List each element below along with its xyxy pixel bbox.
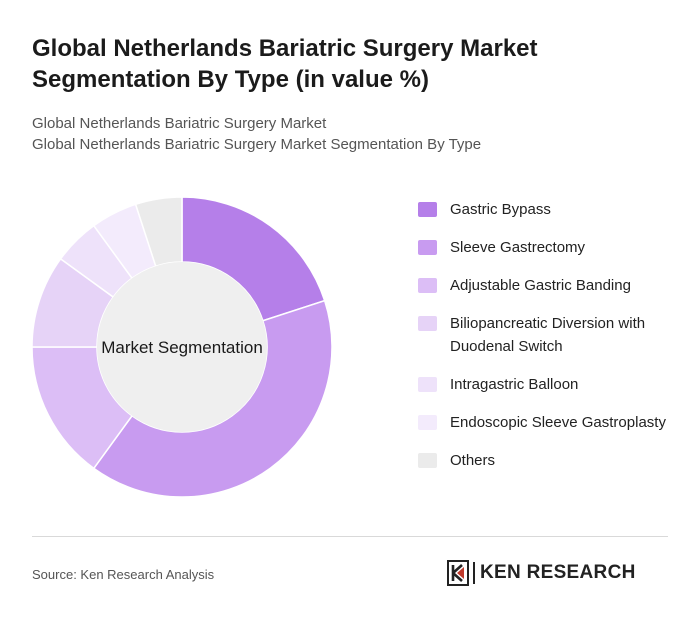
legend: Gastric Bypass Sleeve Gastrectomy Adjustab… <box>418 198 688 472</box>
legend-label: Adjustable Gastric Banding <box>450 277 631 294</box>
subtitle-line-2: Global Netherlands Bariatric Surgery Mar… <box>32 136 482 153</box>
legend-label: Intragastric Balloon <box>450 376 579 393</box>
legend-swatch <box>418 278 437 293</box>
center-label: Market Segmentation <box>101 338 263 357</box>
chart-subtitle: Global Netherlands Bariatric Surgery Mar… <box>32 113 652 155</box>
legend-swatch <box>418 202 437 217</box>
legend-swatch <box>418 316 437 331</box>
legend-label: Endoscopic Sleeve Gastroplasty <box>450 414 666 431</box>
source-note: Source: Ken Research Analysis <box>32 567 215 582</box>
donut-hole <box>97 262 267 432</box>
legend-label: Gastric Bypass <box>450 201 551 218</box>
legend-swatch <box>418 415 437 430</box>
legend-swatch <box>418 240 437 255</box>
legend-item: Sleeve Gastrectomy <box>418 236 688 259</box>
legend-label: Biliopancreatic Diversion with Duodenal … <box>450 315 646 355</box>
legend-item: Adjustable Gastric Banding <box>418 274 688 297</box>
legend-item: Endoscopic Sleeve Gastroplasty <box>418 411 688 434</box>
footer-divider <box>32 536 668 537</box>
legend-item: Intragastric Balloon <box>418 373 688 396</box>
legend-swatch <box>418 377 437 392</box>
legend-item: Biliopancreatic Diversion with Duodenal … <box>418 312 688 358</box>
legend-item: Gastric Bypass <box>418 198 688 221</box>
ken-research-logo: KEN RESEARCH <box>447 560 636 586</box>
ken-research-logo-icon <box>447 560 469 586</box>
logo-text: KEN RESEARCH <box>480 562 636 583</box>
subtitle-line-1: Global Netherlands Bariatric Surgery Mar… <box>32 115 327 132</box>
legend-label: Sleeve Gastrectomy <box>450 239 586 256</box>
logo-divider <box>473 562 475 584</box>
chart-title: Global Netherlands Bariatric Surgery Mar… <box>32 35 538 93</box>
legend-swatch <box>418 453 437 468</box>
donut-chart: Market Segmentation <box>31 196 333 498</box>
legend-item: Others <box>418 449 688 472</box>
legend-label: Others <box>450 452 496 469</box>
